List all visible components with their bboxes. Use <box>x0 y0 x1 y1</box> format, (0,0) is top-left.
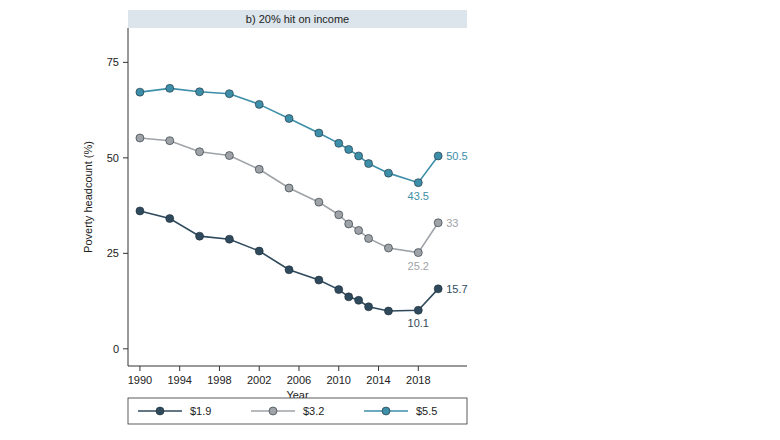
x-axis <box>128 366 467 367</box>
x-tick-label: 1998 <box>207 374 231 386</box>
series-marker <box>355 152 363 160</box>
series-marker <box>434 152 442 160</box>
series-marker <box>315 129 323 137</box>
x-tick <box>418 366 419 371</box>
series-marker <box>335 211 343 219</box>
series-marker <box>196 148 204 156</box>
series-marker <box>136 134 144 142</box>
series-line <box>140 211 438 311</box>
series-marker <box>225 152 233 160</box>
y-tick-label: 25 <box>107 247 119 259</box>
series-marker <box>384 307 392 315</box>
x-tick-label: 1990 <box>128 374 152 386</box>
series-line <box>140 88 438 182</box>
series-marker <box>355 296 363 304</box>
series-marker <box>335 139 343 147</box>
series-marker <box>365 234 373 242</box>
x-tick <box>338 366 339 371</box>
series-marker <box>285 266 293 274</box>
series-marker <box>166 84 174 92</box>
series-marker <box>285 115 293 123</box>
series-marker <box>345 145 353 153</box>
x-tick-label: 2002 <box>247 374 271 386</box>
series-marker <box>414 249 422 257</box>
y-axis-label: Poverty headcount (%) <box>82 141 94 253</box>
x-tick <box>139 366 140 371</box>
annotation: 50.5 <box>446 150 467 162</box>
series-marker <box>166 137 174 145</box>
legend-label: $1.9 <box>190 405 211 417</box>
series-marker <box>355 226 363 234</box>
series-marker <box>285 184 293 192</box>
legend-swatch <box>382 407 390 415</box>
series-marker <box>414 179 422 187</box>
series-marker <box>255 247 263 255</box>
y-tick-label: 0 <box>113 343 119 355</box>
series-marker <box>225 235 233 243</box>
series-marker <box>365 303 373 311</box>
x-tick-label: 2014 <box>366 374 390 386</box>
series-marker <box>136 88 144 96</box>
legend-label: $5.5 <box>416 405 437 417</box>
x-tick-label: 2010 <box>327 374 351 386</box>
x-tick <box>179 366 180 371</box>
series-marker <box>365 160 373 168</box>
legend-swatch <box>156 407 164 415</box>
x-tick <box>298 366 299 371</box>
series-marker <box>384 169 392 177</box>
plot-area <box>136 84 442 315</box>
y-tick <box>123 348 128 349</box>
y-tick <box>123 62 128 63</box>
series-marker <box>384 244 392 252</box>
x-tick-label: 2018 <box>406 374 430 386</box>
y-axis <box>128 28 129 366</box>
series-marker <box>434 285 442 293</box>
series-marker <box>434 219 442 227</box>
annotation: 10.1 <box>408 317 429 329</box>
x-tick-label: 1994 <box>167 374 191 386</box>
series-line <box>140 138 438 253</box>
legend-label: $3.2 <box>303 405 324 417</box>
chart: b) 20% hit on income 0 25 50 75 1990 1994 1998 2… <box>0 0 780 440</box>
title-strip <box>128 10 467 28</box>
annotation: 15.7 <box>446 283 467 295</box>
y-tick-label: 75 <box>107 56 119 68</box>
series-marker <box>255 165 263 173</box>
series-marker <box>196 88 204 96</box>
series-marker <box>225 90 233 98</box>
legend-box <box>128 398 467 424</box>
legend-swatch <box>269 407 277 415</box>
y-tick <box>123 157 128 158</box>
series-marker <box>345 220 353 228</box>
series-marker <box>315 276 323 284</box>
series-marker <box>345 293 353 301</box>
series-marker <box>136 207 144 215</box>
y-tick-label: 50 <box>107 152 119 164</box>
annotation: 25.2 <box>408 260 429 272</box>
series-marker <box>196 232 204 240</box>
annotation: 43.5 <box>408 190 429 202</box>
x-tick <box>378 366 379 371</box>
series-marker <box>315 198 323 206</box>
x-tick <box>259 366 260 371</box>
series-marker <box>335 286 343 294</box>
series-marker <box>255 100 263 108</box>
title: b) 20% hit on income <box>246 13 349 25</box>
x-tick-label: 2006 <box>287 374 311 386</box>
annotation: 33 <box>446 217 458 229</box>
y-tick <box>123 253 128 254</box>
series-marker <box>166 215 174 223</box>
x-tick <box>219 366 220 371</box>
series-marker <box>414 306 422 314</box>
